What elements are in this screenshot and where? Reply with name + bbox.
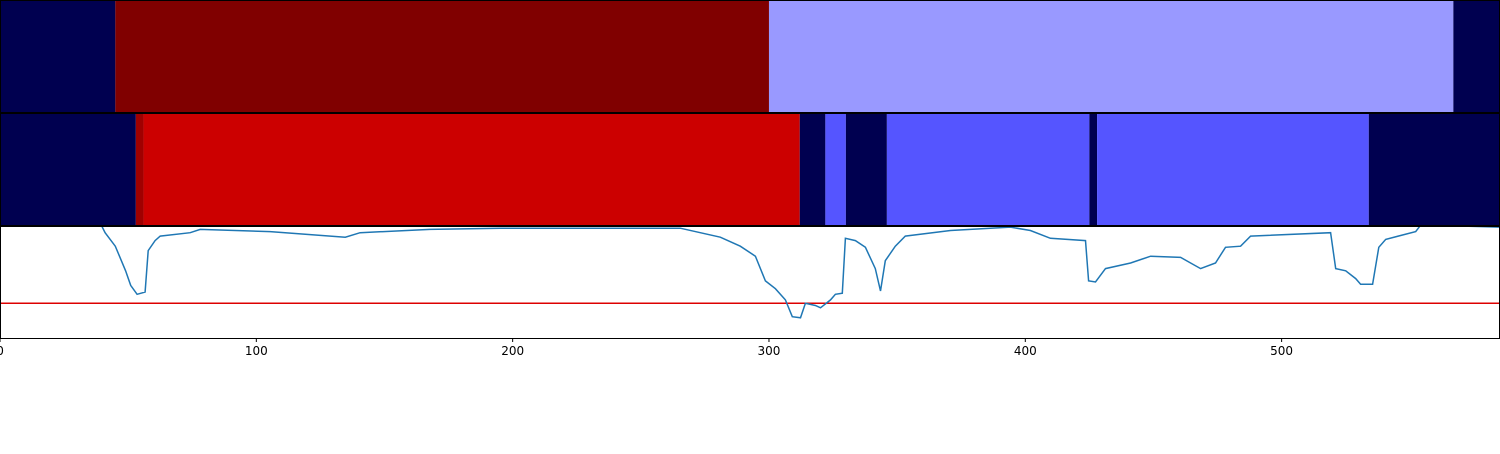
segment — [845, 113, 887, 225]
segment — [1453, 0, 1500, 112]
segment — [768, 0, 1454, 112]
segment — [143, 113, 800, 225]
x-tick-label: 400 — [1014, 344, 1037, 358]
segment — [886, 113, 1090, 225]
line — [100, 226, 1500, 319]
line-panel — [0, 226, 1500, 319]
segment-panels — [0, 0, 1500, 226]
panel-frame — [0, 226, 1500, 339]
segment — [825, 113, 846, 225]
segment — [135, 113, 144, 225]
segment — [1097, 113, 1369, 225]
x-tick-label: 100 — [245, 344, 268, 358]
x-tick-label: 300 — [758, 344, 781, 358]
segment — [0, 0, 116, 112]
segment — [799, 113, 826, 225]
x-tick-label: 500 — [1270, 344, 1293, 358]
segment — [1089, 113, 1098, 225]
x-axis: 0 100 200 300 400 500 — [0, 226, 1500, 358]
segment — [1368, 113, 1500, 225]
segment — [115, 0, 769, 112]
x-tick-label: 200 — [501, 344, 524, 358]
x-tick-label: 0 — [0, 344, 4, 358]
segment — [0, 113, 136, 225]
